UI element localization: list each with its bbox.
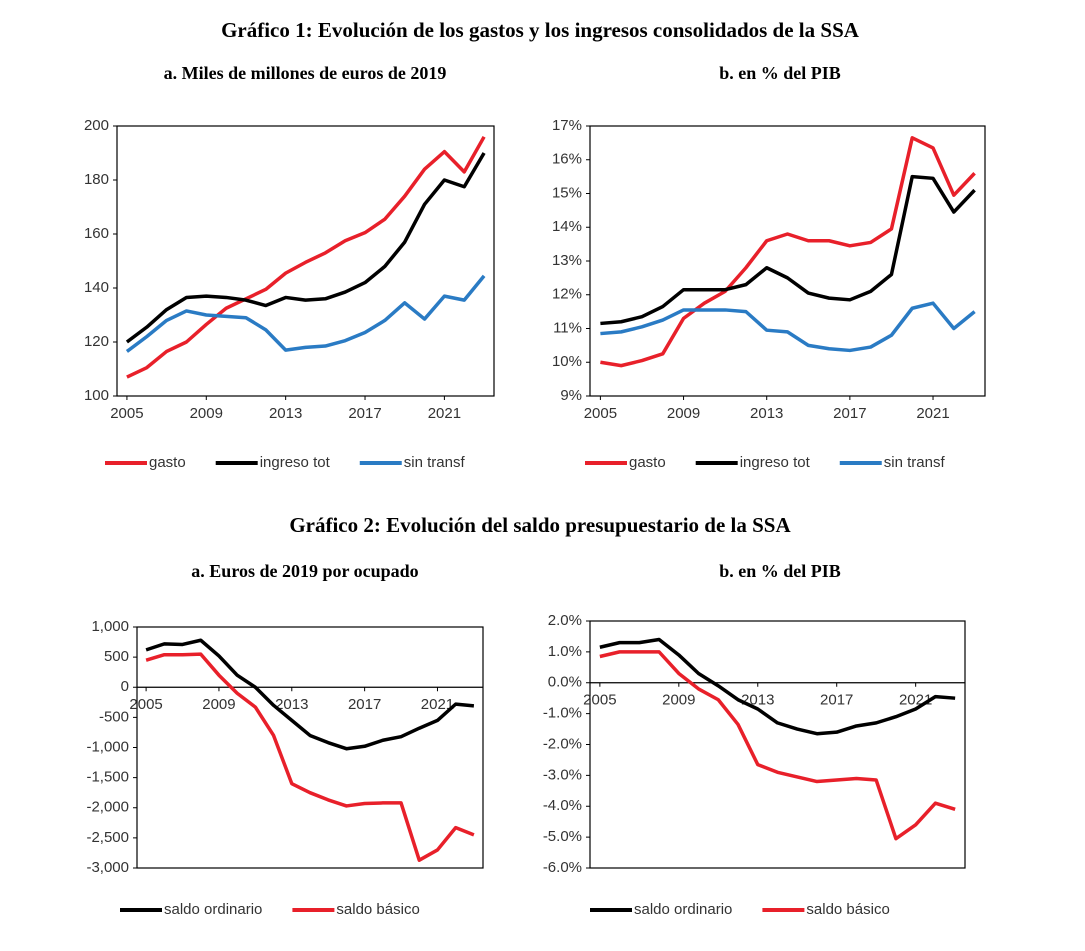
line-series — [600, 301, 976, 353]
line-series — [599, 650, 956, 841]
x-tick-label: 2009 — [667, 405, 700, 422]
y-tick-label: 15% — [552, 184, 582, 201]
line-series — [125, 152, 486, 344]
y-tick-label: 12% — [552, 286, 582, 303]
y-tick-label: -1,000 — [86, 738, 129, 755]
y-tick-label: -6.0% — [543, 859, 582, 876]
y-tick-label: -500 — [99, 708, 129, 725]
y-tick-label: 180 — [84, 171, 109, 188]
x-tick-label: 2017 — [348, 696, 381, 713]
plot-frame — [589, 125, 986, 397]
y-tick-label: 1.0% — [548, 643, 582, 660]
y-tick-label: -5.0% — [543, 828, 582, 845]
x-tick-label: 2013 — [741, 692, 774, 709]
chart-title: a. Euros de 2019 por ocupado — [191, 561, 418, 581]
line-series — [125, 274, 486, 353]
chart-title: b. en % del PIB — [719, 561, 841, 581]
line-series — [145, 652, 475, 862]
x-tick-label: 2021 — [916, 405, 949, 422]
legend-label: sin transf — [404, 454, 466, 471]
x-tick-label: 2009 — [662, 692, 695, 709]
y-tick-label: -2,000 — [86, 799, 129, 816]
legend-label: saldo básico — [336, 901, 419, 918]
line-series — [600, 174, 976, 326]
chart-title: b. en % del PIB — [719, 63, 841, 83]
legend-label: gasto — [149, 454, 186, 471]
legend-label: sin transf — [884, 454, 946, 471]
line-series — [600, 136, 976, 368]
x-tick-label: 2013 — [750, 405, 783, 422]
x-tick-label: 2017 — [820, 692, 853, 709]
chart-title: a. Miles de millones de euros de 2019 — [164, 63, 447, 83]
y-tick-label: 140 — [84, 279, 109, 296]
y-tick-label: 2.0% — [548, 612, 582, 629]
y-tick-label: 17% — [552, 117, 582, 134]
line-series — [599, 637, 956, 736]
y-tick-label: 500 — [104, 648, 129, 665]
y-tick-label: -4.0% — [543, 797, 582, 814]
legend-label: saldo ordinario — [164, 901, 262, 918]
y-tick-label: 16% — [552, 151, 582, 168]
y-tick-label: 200 — [84, 117, 109, 134]
y-tick-label: 9% — [560, 387, 582, 404]
y-tick-label: 100 — [84, 387, 109, 404]
legend-label: saldo básico — [806, 901, 889, 918]
x-tick-label: 2013 — [269, 405, 302, 422]
y-tick-label: -1,500 — [86, 769, 129, 786]
legend-label: ingreso tot — [260, 454, 331, 471]
y-tick-label: -3,000 — [86, 859, 129, 876]
legend-label: gasto — [629, 454, 666, 471]
x-tick-label: 2009 — [190, 405, 223, 422]
line-series — [126, 135, 486, 379]
y-tick-label: 1,000 — [91, 618, 129, 635]
y-tick-label: 14% — [552, 218, 582, 235]
plot-frame — [136, 626, 484, 869]
y-tick-label: 11% — [553, 319, 582, 336]
heading: Gráfico 2: Evolución del saldo presupues… — [289, 513, 791, 537]
heading: Gráfico 1: Evolución de los gastos y los… — [221, 18, 860, 42]
y-tick-label: 160 — [84, 225, 109, 242]
y-tick-label: 10% — [552, 353, 582, 370]
y-tick-label: 13% — [552, 252, 582, 269]
legend-label: ingreso tot — [740, 454, 811, 471]
x-tick-label: 2017 — [833, 405, 866, 422]
y-tick-label: 0 — [121, 678, 129, 695]
x-tick-label: 2021 — [428, 405, 461, 422]
y-tick-label: -3.0% — [543, 766, 582, 783]
x-tick-label: 2005 — [129, 696, 162, 713]
x-tick-label: 2009 — [202, 696, 235, 713]
line-series — [145, 638, 475, 751]
x-tick-label: 2005 — [583, 692, 616, 709]
x-tick-label: 2017 — [348, 405, 381, 422]
x-tick-label: 2013 — [275, 696, 308, 713]
plot-frame — [116, 125, 495, 397]
y-tick-label: -2,500 — [86, 829, 129, 846]
x-tick-label: 2005 — [110, 405, 143, 422]
y-tick-label: -1.0% — [543, 705, 582, 722]
x-tick-label: 2005 — [584, 405, 617, 422]
y-tick-label: 120 — [84, 333, 109, 350]
y-tick-label: -2.0% — [543, 735, 582, 752]
legend-label: saldo ordinario — [634, 901, 732, 918]
y-tick-label: 0.0% — [548, 674, 582, 691]
x-tick-label: 2021 — [421, 696, 454, 713]
